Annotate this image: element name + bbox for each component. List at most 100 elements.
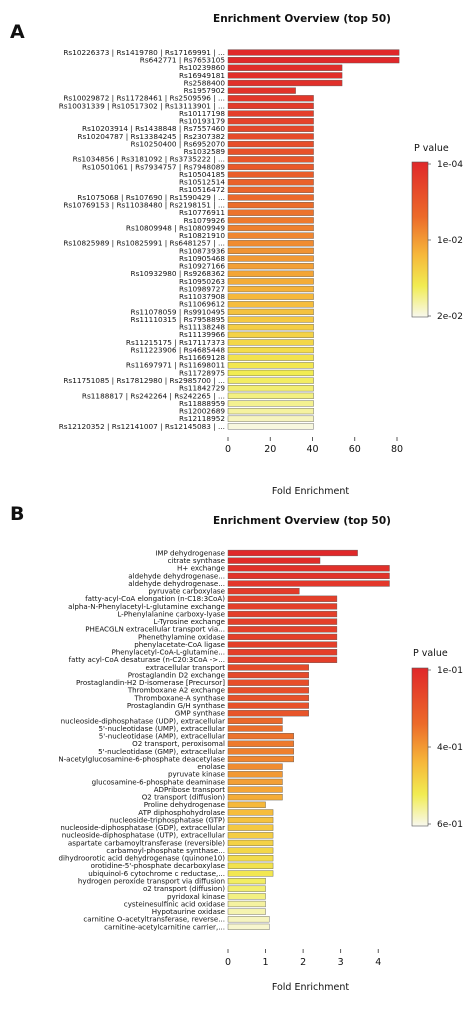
category-label: L-Tyrosine exchange [154, 617, 225, 626]
chart-title: Enrichment Overview (top 50) [213, 515, 391, 527]
category-label: enolase [197, 762, 225, 771]
bar [227, 400, 314, 407]
x-axis-label: Fold Enrichment [272, 486, 350, 497]
category-label: Rs10821910 [179, 231, 225, 240]
category-label: Rs11110315 | Rs7958895 [131, 315, 225, 324]
bar [227, 415, 314, 422]
bar [227, 110, 314, 117]
category-label: Rs11223906 | Rs4685448 [131, 345, 226, 354]
bar [227, 572, 390, 579]
bar [227, 900, 266, 908]
bar [227, 324, 314, 331]
category-label: PHEACGLN extracellular transport via... [85, 625, 225, 634]
category-label: Rs10193179 [179, 117, 225, 126]
bar [227, 908, 266, 915]
bar [227, 664, 309, 671]
bar [227, 870, 274, 877]
bar [227, 408, 314, 415]
bar [227, 423, 314, 430]
bar [227, 641, 338, 648]
bar [227, 186, 314, 193]
bar [227, 354, 314, 361]
bar [227, 893, 266, 900]
x-tick-label: 0 [225, 444, 231, 455]
bar [227, 626, 338, 633]
bar [227, 763, 283, 770]
bar [227, 794, 283, 801]
category-label: Rs10512514 [179, 178, 225, 187]
bar [227, 79, 343, 87]
bar [227, 392, 314, 399]
category-label: H+ exchange [177, 564, 225, 573]
category-label: Prostaglandin-H2 D-isomerase [Precursor] [76, 678, 225, 687]
category-label: Rs11215175 | Rs17117373 [126, 338, 225, 347]
legend-tick-label: 6e-01 [437, 820, 463, 830]
bar [227, 339, 314, 346]
bar [227, 885, 266, 892]
bar [227, 385, 314, 392]
bar [227, 95, 314, 102]
bar [227, 179, 314, 186]
category-label: Rs10029872 | Rs11728461 | Rs2509596 | ..… [63, 94, 225, 103]
category-label: Thromboxane A2 exchange [127, 686, 225, 695]
bar [227, 877, 266, 885]
bar [227, 923, 270, 930]
bar [227, 717, 283, 724]
x-tick-label: 2 [300, 957, 306, 968]
bar [227, 557, 321, 564]
category-label: Rs10769153 | Rs11038480 | Rs2198151 | ..… [63, 201, 225, 210]
bar [227, 87, 296, 94]
category-label: Rs10501061 | Rs7934757 | Rs7948089 [82, 162, 225, 171]
category-label: extracellular transport [146, 663, 226, 672]
bar [227, 565, 390, 572]
category-label: orotidine-5'-phosphate decarboxylase [91, 861, 225, 870]
bar [227, 156, 314, 163]
category-label: aldehyde dehydrogenase... [128, 571, 225, 580]
bar [227, 308, 314, 316]
category-label: Rs10117198 [179, 109, 225, 118]
bar [227, 839, 274, 847]
category-label: N-acetylglucosamine-6-phosphate deacetyl… [58, 754, 225, 763]
bar [227, 72, 343, 79]
bar [227, 369, 314, 377]
bar [227, 201, 314, 209]
category-label: Proline dehydrogenase [144, 800, 225, 809]
legend-colorbar [411, 667, 429, 827]
panel-a-chart: A Enrichment Overview (top 50) Rs10226373 … [10, 13, 463, 497]
category-label: Rs11139966 [179, 330, 225, 339]
category-label: 5'-nucleotidase (AMP), extracellular [99, 732, 225, 741]
category-label: carbamoyl-phosphate synthase... [106, 846, 225, 855]
category-label: nucleoside-diphosphatase (UTP), extracel… [62, 831, 225, 840]
bar [227, 346, 314, 354]
category-label: Hypotaurine oxidase [152, 907, 225, 916]
bar [227, 293, 314, 300]
category-label: O2 transport, peroxisomal [132, 739, 225, 748]
bar [227, 580, 390, 587]
category-label: Rs10809948 | Rs10809949 [126, 223, 225, 232]
bar [227, 816, 274, 824]
category-label: Rs1957902 [184, 86, 225, 95]
legend-tick-label: 1e-01 [437, 666, 463, 676]
bar [227, 140, 314, 148]
bar [227, 102, 314, 110]
bar [227, 217, 314, 224]
category-label: Rs10932980 | Rs9268362 [131, 269, 225, 278]
bar [227, 656, 338, 663]
bar [227, 694, 309, 702]
category-label: Rs1034856 | Rs3181092 | Rs3735222 | ... [73, 155, 225, 164]
category-label: pyridoxal kinase [167, 892, 225, 901]
category-label: IMP dehydrogenase [155, 548, 225, 557]
bar [227, 247, 314, 254]
category-label: Rs1079926 [184, 216, 226, 225]
category-label: Rs10905468 [179, 254, 225, 263]
category-label: Rs10250400 | Rs6952070 [131, 139, 226, 148]
legend-tick-label: 1e-02 [437, 236, 463, 246]
bar [227, 755, 294, 763]
category-label: citrate synthase [168, 556, 225, 565]
category-label: Rs10950263 [179, 277, 225, 286]
bar [227, 549, 358, 557]
category-label: Rs11728975 [179, 368, 225, 377]
bar [227, 687, 309, 694]
bar [227, 603, 338, 610]
